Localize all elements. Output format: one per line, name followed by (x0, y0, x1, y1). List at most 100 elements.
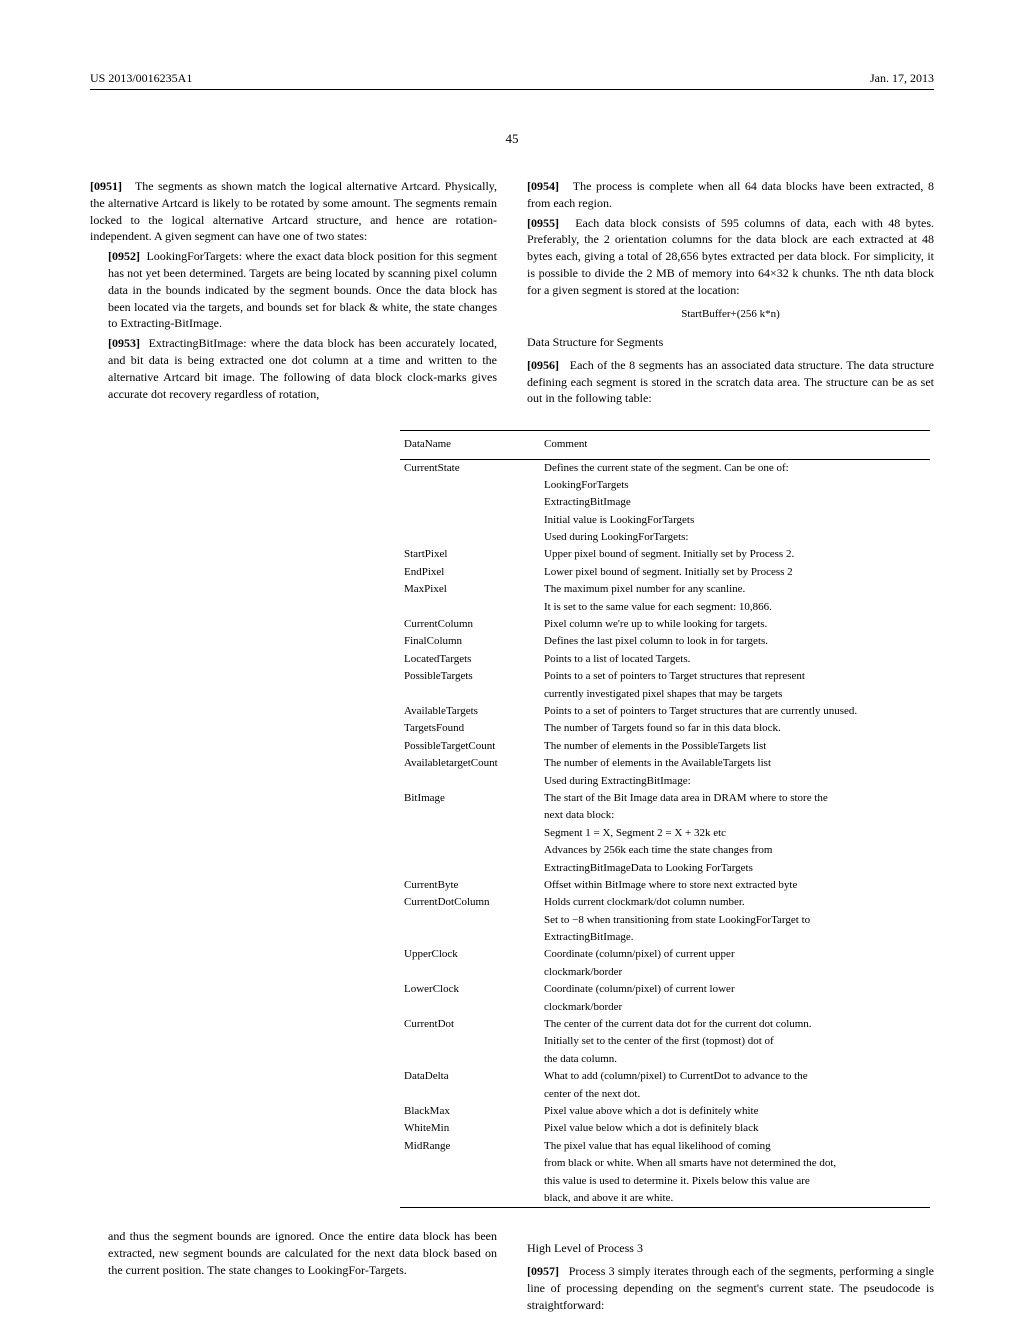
table-row: StartPixelUpper pixel bound of segment. … (400, 546, 930, 563)
page-number: 45 (90, 130, 934, 148)
table-cell (400, 1173, 540, 1190)
table-cell: StartPixel (400, 546, 540, 563)
table-row: DataDeltaWhat to add (column/pixel) to C… (400, 1068, 930, 1085)
table-cell: CurrentColumn (400, 616, 540, 633)
table-cell: LowerClock (400, 981, 540, 998)
table-cell: Initial value is LookingForTargets (540, 512, 930, 529)
table-row: ExtractingBitImage. (400, 929, 930, 946)
table-cell: CurrentDot (400, 1016, 540, 1033)
table-cell: BlackMax (400, 1103, 540, 1120)
table-row: CurrentColumnPixel column we're up to wh… (400, 616, 930, 633)
table-row: CurrentDotThe center of the current data… (400, 1016, 930, 1033)
table-row: AvailableTargetsPoints to a set of point… (400, 703, 930, 720)
table-row: this value is used to determine it. Pixe… (400, 1173, 930, 1190)
paragraph: [0955] Each data block consists of 595 c… (527, 215, 934, 299)
table-cell: The maximum pixel number for any scanlin… (540, 581, 930, 598)
table-row: FinalColumnDefines the last pixel column… (400, 633, 930, 650)
table-row: Used during LookingForTargets: (400, 529, 930, 546)
table-row: EndPixelLower pixel bound of segment. In… (400, 564, 930, 581)
table-cell (400, 1033, 540, 1050)
table-cell: Initially set to the center of the first… (540, 1033, 930, 1050)
table-cell: UpperClock (400, 946, 540, 963)
table-row: CurrentByteOffset within BitImage where … (400, 877, 930, 894)
para-text: The process is complete when all 64 data… (527, 179, 934, 210)
para-num: [0957] (527, 1264, 559, 1278)
data-table-container: DataName Comment CurrentStateDefines the… (400, 430, 930, 1208)
table-cell (400, 807, 540, 824)
paragraph: [0954] The process is complete when all … (527, 178, 934, 212)
table-cell: clockmark/border (540, 999, 930, 1016)
table-row: PossibleTargetsPoints to a set of pointe… (400, 668, 930, 685)
table-cell: CurrentDotColumn (400, 894, 540, 911)
table-cell (400, 1051, 540, 1068)
table-cell: FinalColumn (400, 633, 540, 650)
table-cell: Points to a list of located Targets. (540, 651, 930, 668)
table-cell (400, 512, 540, 529)
table-cell: TargetsFound (400, 720, 540, 737)
table-cell (400, 825, 540, 842)
table-row: Used during ExtractingBitImage: (400, 773, 930, 790)
table-row: It is set to the same value for each seg… (400, 599, 930, 616)
table-body: CurrentStateDefines the current state of… (400, 459, 930, 1208)
page-header: US 2013/0016235A1 Jan. 17, 2013 (90, 70, 934, 90)
table-cell: LookingForTargets (540, 477, 930, 494)
table-row: center of the next dot. (400, 1086, 930, 1103)
table-cell: BitImage (400, 790, 540, 807)
table-cell: Holds current clockmark/dot column numbe… (540, 894, 930, 911)
table-cell: Advances by 256k each time the state cha… (540, 842, 930, 859)
table-header-row: DataName Comment (400, 431, 930, 459)
table-cell (400, 929, 540, 946)
table-cell (400, 842, 540, 859)
table-cell (400, 964, 540, 981)
table-cell: CurrentByte (400, 877, 540, 894)
table-cell: It is set to the same value for each seg… (540, 599, 930, 616)
table-cell: The center of the current data dot for t… (540, 1016, 930, 1033)
table-row: ExtractingBitImage (400, 494, 930, 511)
table-cell: The number of elements in the PossibleTa… (540, 738, 930, 755)
para-text: The segments as shown match the logical … (90, 179, 497, 243)
table-cell: The number of elements in the AvailableT… (540, 755, 930, 772)
table-row: CurrentDotColumnHolds current clockmark/… (400, 894, 930, 911)
table-header: DataName (400, 431, 540, 459)
table-row: clockmark/border (400, 999, 930, 1016)
table-cell: Pixel value below which a dot is definit… (540, 1120, 930, 1137)
table-cell: the data column. (540, 1051, 930, 1068)
table-cell: this value is used to determine it. Pixe… (540, 1173, 930, 1190)
table-cell: Set to −8 when transitioning from state … (540, 912, 930, 929)
table-cell: black, and above it are white. (540, 1190, 930, 1208)
section-title: Data Structure for Segments (527, 334, 934, 351)
table-cell: Defines the current state of the segment… (540, 459, 930, 477)
table-cell: AvailabletargetCount (400, 755, 540, 772)
table-cell (400, 999, 540, 1016)
para-text: Each of the 8 segments has an associated… (527, 358, 934, 406)
table-row: PossibleTargetCountThe number of element… (400, 738, 930, 755)
table-cell: PossibleTargetCount (400, 738, 540, 755)
table-cell: The number of Targets found so far in th… (540, 720, 930, 737)
table-cell: Coordinate (column/pixel) of current low… (540, 981, 930, 998)
paragraph: [0956] Each of the 8 segments has an ass… (527, 357, 934, 407)
table-cell: Pixel value above which a dot is definit… (540, 1103, 930, 1120)
table-cell: center of the next dot. (540, 1086, 930, 1103)
table-cell: ExtractingBitImageData to Looking ForTar… (540, 860, 930, 877)
para-num: [0956] (527, 358, 559, 372)
table-cell: ExtractingBitImage (540, 494, 930, 511)
table-row: AvailabletargetCountThe number of elemen… (400, 755, 930, 772)
table-row: Initially set to the center of the first… (400, 1033, 930, 1050)
right-column: [0954] The process is complete when all … (527, 178, 934, 410)
bottom-right: High Level of Process 3 [0957] Process 3… (527, 1228, 934, 1316)
table-cell (400, 1190, 540, 1208)
table-row: the data column. (400, 1051, 930, 1068)
bottom-left: and thus the segment bounds are ignored.… (90, 1228, 497, 1316)
table-row: black, and above it are white. (400, 1190, 930, 1208)
table-row: ExtractingBitImageData to Looking ForTar… (400, 860, 930, 877)
para-text: Process 3 simply iterates through each o… (527, 1264, 934, 1312)
table-cell: currently investigated pixel shapes that… (540, 686, 930, 703)
doc-id: US 2013/0016235A1 (90, 70, 192, 87)
table-row: LowerClockCoordinate (column/pixel) of c… (400, 981, 930, 998)
table-row: Segment 1 = X, Segment 2 = X + 32k etc (400, 825, 930, 842)
section-title: High Level of Process 3 (527, 1240, 934, 1257)
table-cell: Defines the last pixel column to look in… (540, 633, 930, 650)
table-row: WhiteMinPixel value below which a dot is… (400, 1120, 930, 1137)
table-cell (400, 686, 540, 703)
list-item: [0952] LookingForTargets: where the exac… (108, 248, 497, 332)
